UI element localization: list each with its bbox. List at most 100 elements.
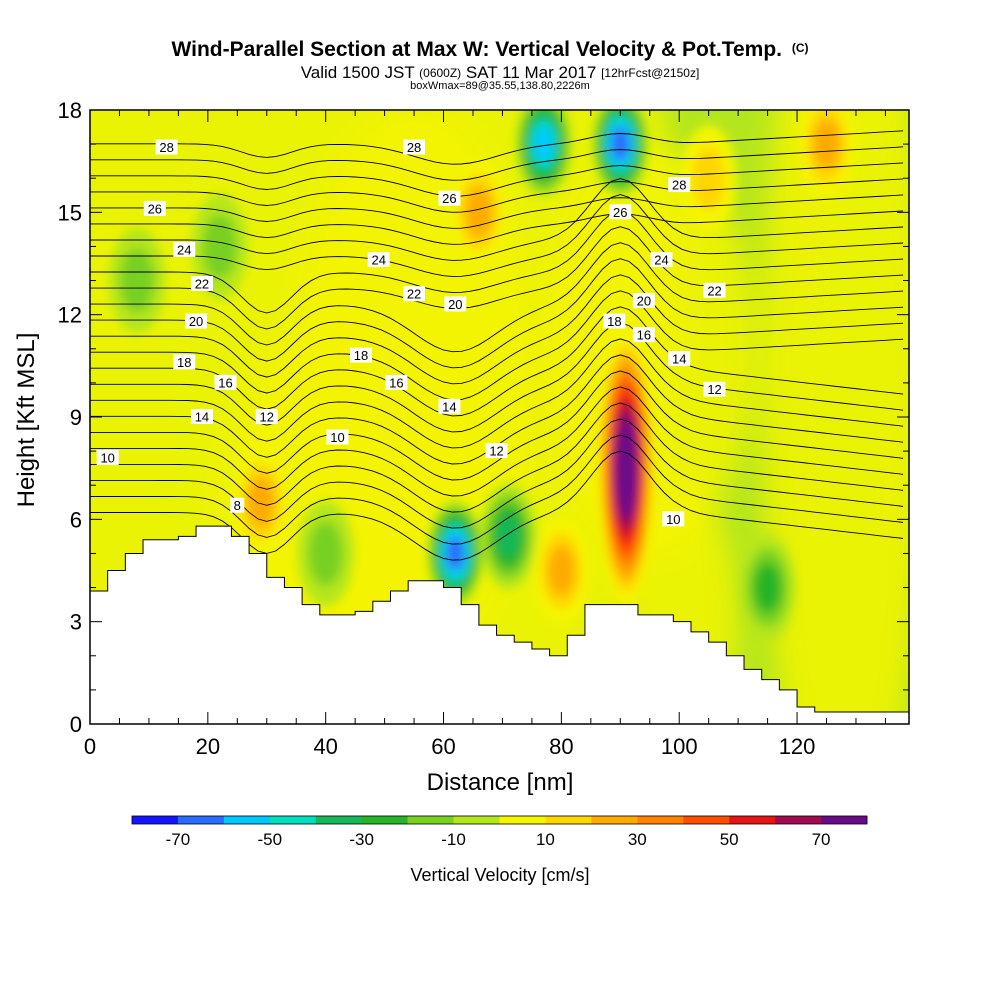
downdraft-contour-band <box>611 127 630 161</box>
isentrope-19 <box>90 242 904 353</box>
contour-label-text: 22 <box>707 283 721 298</box>
contour-label: 18 <box>603 313 626 329</box>
contour-label: 28 <box>155 139 178 155</box>
contour-label: 14 <box>668 351 691 367</box>
contour-label: 26 <box>438 190 461 206</box>
isentrope-24 <box>90 210 904 245</box>
updraft-cell <box>798 110 855 197</box>
updraft-contour-band <box>548 545 575 596</box>
isentrope-20 <box>90 226 904 330</box>
downdraft-cell <box>480 483 537 590</box>
y-tick-label: 0 <box>70 712 82 737</box>
isentrope-23 <box>90 178 904 261</box>
x-tick-label: 80 <box>549 734 573 759</box>
contour-label: 18 <box>173 354 196 370</box>
updraft-contour-band <box>465 187 493 238</box>
isentrope-11 <box>90 370 904 481</box>
contour-label-box <box>668 177 691 193</box>
contour-label: 22 <box>703 282 726 298</box>
field-band <box>543 144 756 554</box>
colorbar-tick-label: -70 <box>166 830 191 849</box>
contour-label-text: 24 <box>654 253 668 268</box>
x-tick-label: 100 <box>661 734 698 759</box>
contour-label-text: 10 <box>666 512 680 527</box>
downdraft-cell <box>592 110 649 197</box>
contour-label: 16 <box>385 374 408 390</box>
isentrope-22 <box>90 194 904 277</box>
field-band <box>761 110 909 724</box>
terrain-mask <box>90 525 909 724</box>
contour-label-box <box>155 139 178 155</box>
downdraft-contour-band <box>496 515 520 558</box>
colorbar-tick-label: -10 <box>441 830 466 849</box>
colorbar-swatch <box>775 816 822 824</box>
contour-label-box <box>230 497 245 513</box>
downdraft-cell <box>739 534 796 641</box>
contour-label-text: 12 <box>707 382 721 397</box>
colorbar-swatch <box>407 816 454 824</box>
contour-label-box <box>214 374 237 390</box>
contour-label-box <box>255 409 278 424</box>
plot-area: 28 28 28 26 26 26 24 24 24 22 22 22 20 20 20 18 18 18 16 16… <box>90 110 909 724</box>
downdraft-contour-band <box>446 536 465 571</box>
isentrope-9 <box>90 402 904 513</box>
isentrope-17 <box>90 274 904 385</box>
contour-label: 10 <box>662 511 685 527</box>
contour-label: 10 <box>326 429 349 445</box>
contour-label-text: 24 <box>371 253 385 268</box>
colorbar-swatch <box>637 816 684 824</box>
contour-label-box <box>603 313 626 329</box>
contour-label-box <box>403 139 426 155</box>
contour-label-text: 26 <box>148 201 162 216</box>
contour-label-text: 16 <box>389 375 403 390</box>
isentrope-27 <box>90 162 904 197</box>
x-tick-label: 120 <box>779 734 816 759</box>
contour-label-text: 22 <box>195 276 209 291</box>
contour-labels: 28 28 28 26 26 26 24 24 24 22 22 22 20 20 20 18 18 18 16 16… <box>96 139 726 527</box>
x-axis: 0 20 40 60 80 100 120 <box>84 110 886 759</box>
contour-label-text: 12 <box>489 444 503 459</box>
isentrope-26 <box>90 178 904 213</box>
chart-title: Wind-Parallel Section at Max W: Vertical… <box>171 38 808 61</box>
contour-label-text: 14 <box>195 410 209 425</box>
contour-label-box <box>143 200 166 216</box>
y-axis-label: Height [Kft MSL] <box>13 333 40 508</box>
contour-label-text: 26 <box>442 191 456 206</box>
isentrope-29 <box>90 130 904 165</box>
contour-label-box <box>632 327 655 343</box>
contour-label: 24 <box>650 252 673 268</box>
contour-label-box <box>190 409 213 424</box>
isentrope-6 <box>90 450 904 561</box>
contour-label-text: 10 <box>100 450 114 465</box>
colorbar-swatch <box>591 816 638 824</box>
contour-label: 28 <box>668 177 691 193</box>
colorbar-swatch <box>499 816 546 824</box>
colorbar-tick-label: -30 <box>349 830 374 849</box>
updraft-contour-band <box>247 477 275 528</box>
downdraft-contour-band <box>534 126 554 162</box>
updraft-cell <box>598 330 655 606</box>
colorbar-label: Vertical Velocity [cm/s] <box>410 865 589 885</box>
contour-label-text: 20 <box>637 294 651 309</box>
colorbar-swatch <box>821 816 868 824</box>
y-tick-label: 18 <box>58 98 82 123</box>
colorbar-swatch <box>177 816 225 824</box>
contour-label: 22 <box>190 275 213 291</box>
downdraft-cell <box>515 110 572 197</box>
downdraft-cell <box>297 500 354 607</box>
contour-label: 16 <box>214 374 237 390</box>
isentrope-10 <box>90 386 904 497</box>
contour-label-text: 20 <box>189 314 203 329</box>
contour-label: 22 <box>403 286 426 302</box>
updraft-cell <box>450 159 507 266</box>
contour-label-box <box>703 282 726 298</box>
downdraft-contour-band <box>202 214 237 279</box>
y-tick-label: 9 <box>70 405 82 430</box>
contour-label: 10 <box>96 449 119 465</box>
contour-label-box <box>350 347 373 363</box>
contour-label: 16 <box>632 327 655 343</box>
updraft-contour-band <box>813 119 840 169</box>
isentrope-7 <box>90 434 904 545</box>
updraft-contour-band <box>691 146 726 211</box>
downdraft-cell <box>427 500 484 607</box>
